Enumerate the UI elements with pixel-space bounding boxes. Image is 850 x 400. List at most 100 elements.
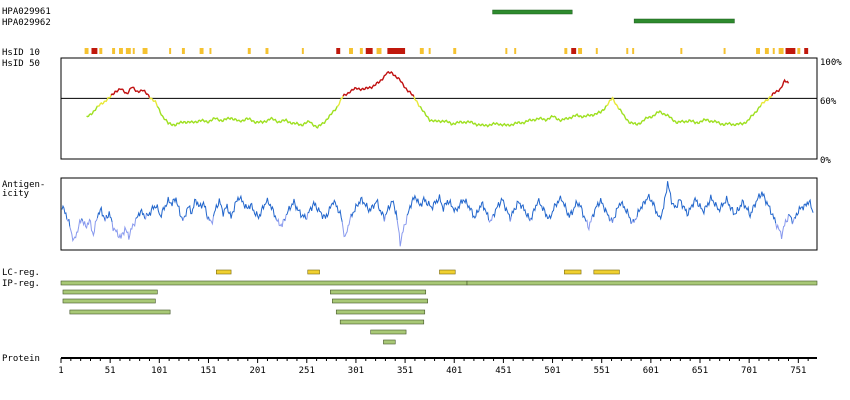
antigenicity-curve-segment-17 (208, 216, 210, 221)
hsid-band-22 (419, 48, 424, 54)
protein-axis-tick-label: 751 (790, 366, 806, 376)
hsid-band-37 (772, 48, 775, 54)
hsid-band-14 (265, 48, 269, 54)
hsid-band-35 (756, 48, 760, 54)
hsid-band-10 (181, 48, 185, 54)
antigenicity-curve-segment-53 (794, 198, 814, 219)
hsid-band-28 (571, 48, 577, 54)
hsid-band-27 (564, 48, 568, 54)
antigenicity-curve-segment-7 (96, 205, 106, 222)
protein-axis-tick-label: 601 (643, 366, 659, 376)
identity-curve-segment-8 (413, 96, 421, 108)
identity-curve-segment-1 (86, 105, 99, 118)
hsid-band-8 (142, 48, 148, 54)
hsid-band-1 (84, 48, 89, 54)
ip-region-2 (62, 298, 156, 304)
hsid-band-41 (804, 48, 809, 54)
protein-axis-tick-label: 701 (741, 366, 757, 376)
protein-axis-tick-label: 251 (299, 366, 315, 376)
antigenicity-curve-segment-10 (111, 218, 137, 240)
hsid-band-5 (119, 48, 123, 54)
hsid-band-34 (723, 48, 726, 54)
antigenicity-curve-segment-15 (183, 198, 208, 220)
antigenicity-curve-segment-20 (275, 217, 285, 228)
antigenicity-curve-segment-32 (488, 215, 494, 224)
antigen-bar-1 (492, 9, 573, 15)
hsid-band-15 (301, 48, 304, 54)
hsid-band-4 (112, 48, 116, 54)
hsid-band-11 (199, 48, 204, 54)
identity-curve-segment-4 (148, 97, 158, 107)
ip-region-8 (370, 329, 407, 335)
hsid-band-33 (680, 48, 683, 54)
antigenicity-curve-segment-19 (212, 194, 277, 221)
ip-region-7 (339, 319, 425, 325)
antigenicity-curve-segment-33 (492, 197, 511, 222)
antigenicity-curve-segment-14 (182, 217, 185, 222)
antigen-label-2: HPA029962 (2, 18, 51, 28)
ip-region-3 (69, 309, 171, 315)
identity-y-label-mid: 60% (820, 97, 837, 107)
antigenicity-curve-segment-13 (146, 196, 184, 222)
protein-axis-tick-label: 351 (397, 366, 413, 376)
antigenicity-curve-segment-42 (612, 218, 614, 223)
identity-plot-frame (60, 57, 818, 160)
hsid-band-30 (595, 48, 598, 54)
antigenicity-label-line1: Antigen- (2, 180, 45, 190)
lc-region-1 (216, 269, 232, 275)
antigenicity-curve-segment-22 (284, 214, 287, 222)
hsid50-label: HsID 50 (2, 59, 40, 69)
antigenicity-curve-segment-12 (145, 212, 147, 220)
identity-curve-segment-5 (156, 106, 338, 129)
hsid-band-18 (359, 48, 363, 54)
identity-curve-segment-3 (110, 86, 151, 98)
protein-axis-tick-label: 201 (249, 366, 265, 376)
hsid-band-40 (797, 48, 801, 54)
hsid-band-2 (91, 48, 98, 54)
antigenicity-curve-segment-18 (209, 216, 214, 226)
identity-curve-segment-13 (771, 78, 790, 97)
hsid-band-3 (99, 48, 103, 54)
hsid-band-19 (365, 48, 373, 54)
antigenicity-curve-segment-51 (788, 213, 793, 225)
antigen-bar-2 (633, 18, 735, 24)
lc-region-2 (307, 269, 320, 275)
lc-reg-label: LC-reg. (2, 268, 40, 278)
hsid-band-29 (578, 48, 583, 54)
hsid-band-20 (376, 48, 382, 54)
identity-curve-segment-7 (342, 71, 415, 97)
hsid-band-31 (626, 48, 629, 54)
antigenicity-curve-segment-3 (68, 219, 71, 227)
antigenicity-curve-segment-27 (350, 196, 385, 222)
ip-full-track-1 (60, 280, 468, 286)
hsid-band-23 (428, 48, 431, 54)
antigenicity-curve-segment-44 (630, 218, 634, 225)
protein-axis-tick-label: 401 (446, 366, 462, 376)
ip-region-1 (62, 289, 158, 295)
hsid-band-36 (764, 48, 769, 54)
antigenicity-curve-segment-37 (530, 195, 587, 222)
antigenicity-curve-segment-29 (384, 200, 398, 221)
ip-full-track-2 (466, 280, 818, 286)
protein-label: Protein (2, 354, 40, 364)
antigenicity-curve-segment-38 (585, 216, 593, 232)
protein-axis-tick-label: 651 (692, 366, 708, 376)
protein-axis-tick-label: 1 (58, 366, 63, 376)
antigenicity-curve-segment-34 (509, 216, 512, 222)
antigenicity-curve-segment-49 (636, 181, 777, 224)
lc-region-5 (593, 269, 620, 275)
hsid-band-7 (132, 48, 135, 54)
hsid-band-16 (336, 48, 341, 54)
antigenicity-curve-segment-4 (69, 218, 83, 243)
protein-axis-tick-label: 301 (348, 366, 364, 376)
ip-reg-label: IP-reg. (2, 279, 40, 289)
antigenicity-curve-segment-23 (285, 198, 308, 220)
lc-region-3 (439, 269, 456, 275)
identity-curve-segment-6 (336, 95, 344, 107)
ip-region-5 (332, 298, 428, 304)
antigenicity-curve-segment-11 (135, 208, 146, 220)
hsid-band-25 (505, 48, 508, 54)
antigenicity-curve-segment-9 (105, 211, 113, 223)
antigenicity-curve-segment-26 (341, 213, 352, 238)
